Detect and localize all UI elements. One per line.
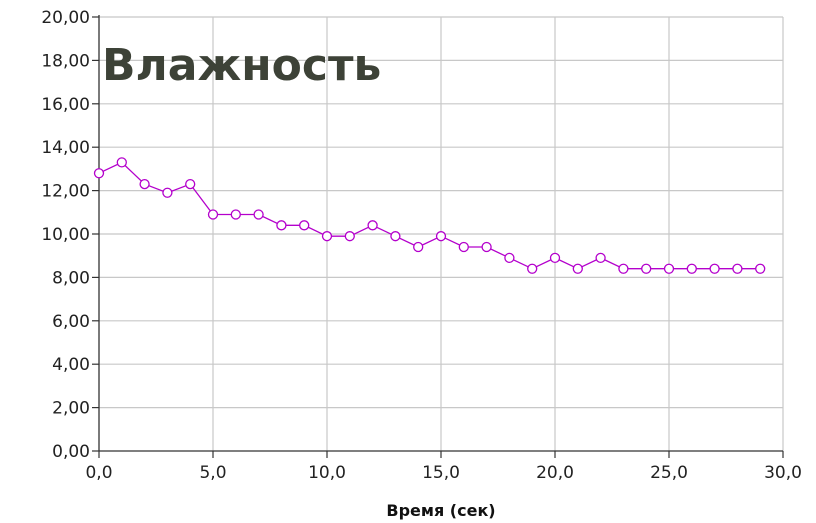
data-point — [504, 252, 515, 264]
data-point — [390, 231, 401, 242]
data-point — [253, 209, 264, 220]
data-point — [755, 263, 766, 274]
tick-labels: 0,00 2,00 4,00 6,00 8,00 10,00 12,00 14,00 16,00… — [41, 8, 802, 483]
data-point — [413, 241, 424, 253]
y-tick-label: 12,00 — [41, 182, 90, 202]
data-point — [663, 263, 675, 274]
y-tick-label: 10,00 — [41, 225, 90, 245]
data-point — [709, 263, 720, 274]
series-line — [98, 161, 761, 270]
data-point — [344, 231, 355, 242]
data-point — [299, 220, 310, 231]
chart-title: Влажность — [102, 40, 381, 91]
data-point — [686, 263, 697, 274]
data-point — [207, 209, 219, 220]
x-axis-title: Время (сек) — [386, 501, 495, 520]
y-tick-label: 6,00 — [52, 312, 90, 332]
data-point — [185, 178, 196, 190]
data-point — [230, 209, 241, 220]
data-point — [321, 231, 333, 242]
y-tick-label: 4,00 — [52, 355, 90, 375]
x-tick-label: 10,0 — [308, 463, 346, 483]
data-point — [116, 157, 127, 168]
y-tick-label: 16,00 — [41, 95, 90, 115]
axes — [92, 15, 784, 458]
x-tick-label: 15,0 — [422, 463, 460, 483]
x-tick-label: 20,0 — [536, 463, 574, 483]
data-point — [458, 241, 469, 253]
x-tick-label: 30,0 — [764, 463, 802, 483]
data-point — [618, 263, 629, 274]
data-point — [641, 263, 652, 274]
data-point — [527, 263, 538, 274]
data-point — [139, 178, 150, 190]
data-point — [481, 241, 492, 253]
data-point — [595, 252, 606, 264]
y-tick-label: 8,00 — [52, 268, 90, 288]
data-point — [162, 187, 173, 198]
data-point — [732, 263, 743, 274]
y-tick-label: 14,00 — [41, 138, 90, 158]
data-point — [435, 231, 447, 242]
x-tick-label: 25,0 — [650, 463, 688, 483]
y-tick-label: 20,00 — [41, 8, 90, 28]
data-point — [93, 168, 105, 179]
series — [93, 157, 766, 274]
y-tick-label: 18,00 — [41, 51, 90, 71]
data-point — [367, 220, 378, 231]
y-tick-label: 2,00 — [52, 399, 90, 419]
y-tick-label: 0,00 — [52, 442, 90, 462]
data-point — [549, 252, 561, 264]
data-point — [572, 263, 583, 274]
data-point — [276, 220, 287, 231]
x-tick-label: 0,0 — [85, 463, 112, 483]
x-tick-label: 5,0 — [199, 463, 226, 483]
